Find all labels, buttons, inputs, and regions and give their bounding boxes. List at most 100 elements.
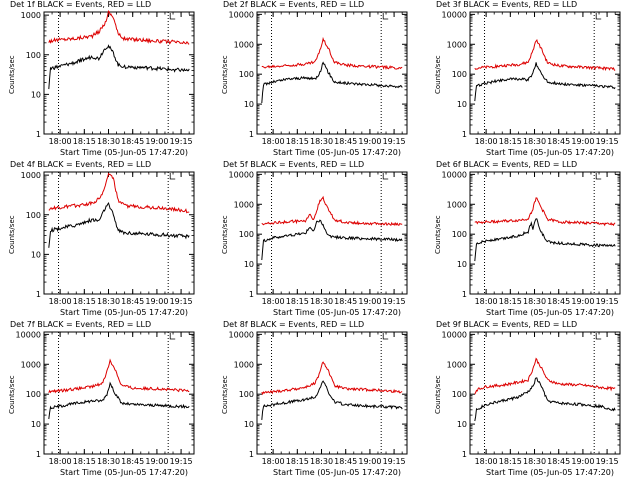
y-tick-label: 1 bbox=[36, 290, 41, 299]
plot-frame bbox=[43, 171, 195, 295]
plot-frame bbox=[469, 11, 621, 135]
x-tick-label: 18:45 bbox=[121, 457, 144, 466]
x-tick-label: 18:45 bbox=[121, 137, 144, 146]
x-tick-label: 18:45 bbox=[547, 137, 570, 146]
x-tick-label: 19:00 bbox=[145, 457, 168, 466]
x-tick-label: 19:15 bbox=[596, 457, 619, 466]
lld-series-line bbox=[261, 195, 403, 227]
y-tick-label: 10 bbox=[457, 420, 467, 429]
x-tick-label: 18:30 bbox=[523, 297, 546, 306]
y-tick-label: 10 bbox=[31, 90, 41, 99]
lld-series-line bbox=[48, 358, 190, 394]
plot-frame bbox=[43, 11, 195, 135]
x-tick-label: 18:00 bbox=[475, 297, 498, 306]
x-axis-label: Start Time (05-Jun-05 17:47:20) bbox=[486, 468, 614, 477]
corner-marker bbox=[382, 13, 389, 20]
x-tick-label: 18:15 bbox=[73, 297, 96, 306]
plot-svg: 1 10 100 1000 10000 18:00 18:15 18:30 18:45 19:00… bbox=[229, 10, 408, 146]
y-tick-label: 10000 bbox=[229, 330, 254, 339]
y-tick-label: 1 bbox=[462, 290, 467, 299]
x-axis-label: Start Time (05-Jun-05 17:47:20) bbox=[60, 308, 188, 317]
x-tick-label: 18:30 bbox=[97, 137, 120, 146]
x-tick-label: 19:15 bbox=[170, 137, 193, 146]
panel-title: Det 2f BLACK = Events, RED = LLD bbox=[223, 0, 365, 9]
panel-title: Det 9f BLACK = Events, RED = LLD bbox=[436, 320, 578, 329]
detector-panel-7: Det 7f BLACK = Events, RED = LLD Start Ti… bbox=[0, 320, 213, 480]
y-tick-label: 100 bbox=[239, 390, 254, 399]
x-tick-label: 18:00 bbox=[49, 297, 72, 306]
x-axis-label: Start Time (05-Jun-05 17:47:20) bbox=[273, 308, 401, 317]
x-tick-label: 18:30 bbox=[310, 457, 333, 466]
plot-frame bbox=[256, 331, 408, 455]
corner-marker bbox=[169, 13, 176, 20]
x-tick-label: 19:15 bbox=[596, 297, 619, 306]
x-tick-label: 19:15 bbox=[170, 457, 193, 466]
detector-panel-1: Det 1f BLACK = Events, RED = LLD Start Ti… bbox=[0, 0, 213, 160]
plot-svg: 1 10 100 1000 10000 18:00 18:15 18:30 18:45 19:00… bbox=[442, 170, 621, 306]
x-tick-label: 19:00 bbox=[571, 457, 594, 466]
x-tick-label: 18:00 bbox=[475, 457, 498, 466]
x-tick-label: 18:15 bbox=[286, 457, 309, 466]
lld-series-line bbox=[261, 36, 403, 71]
y-tick-label: 1000 bbox=[21, 360, 41, 369]
y-tick-label: 1000 bbox=[447, 200, 467, 209]
x-tick-label: 19:00 bbox=[358, 297, 381, 306]
x-tick-label: 18:30 bbox=[310, 297, 333, 306]
events-series-line bbox=[48, 44, 190, 90]
x-tick-label: 18:00 bbox=[262, 137, 285, 146]
events-series-line bbox=[474, 377, 616, 422]
x-tick-label: 18:15 bbox=[499, 137, 522, 146]
x-axis-label: Start Time (05-Jun-05 17:47:20) bbox=[273, 148, 401, 157]
lld-series-line bbox=[474, 357, 616, 395]
detector-panel-2: Det 2f BLACK = Events, RED = LLD Start Ti… bbox=[213, 0, 426, 160]
plot-svg: 1 10 100 1000 10000 18:00 18:15 18:30 18:45 19:00… bbox=[442, 330, 621, 466]
y-tick-label: 100 bbox=[239, 230, 254, 239]
y-tick-label: 1 bbox=[249, 450, 254, 459]
plot-svg: 1 10 100 1000 18:00 18:15 18:30 18:45 19:00 19:15 bbox=[21, 171, 195, 306]
detector-panel-3: Det 3f BLACK = Events, RED = LLD Start Ti… bbox=[426, 0, 639, 160]
plot-svg: 1 10 100 1000 10000 18:00 18:15 18:30 18:45 19:00… bbox=[229, 330, 408, 466]
x-tick-label: 18:45 bbox=[547, 297, 570, 306]
corner-marker bbox=[595, 333, 602, 340]
x-tick-label: 19:00 bbox=[145, 137, 168, 146]
x-tick-label: 18:00 bbox=[49, 457, 72, 466]
detector-panel-9: Det 9f BLACK = Events, RED = LLD Start Ti… bbox=[426, 320, 639, 480]
x-tick-label: 18:00 bbox=[262, 297, 285, 306]
y-tick-label: 10 bbox=[31, 420, 41, 429]
y-tick-label: 1 bbox=[462, 130, 467, 139]
plot-frame bbox=[469, 331, 621, 455]
x-tick-label: 19:15 bbox=[383, 297, 406, 306]
plot-svg: 1 10 100 1000 10000 18:00 18:15 18:30 18:45 19:00… bbox=[442, 10, 621, 146]
x-axis-label: Start Time (05-Jun-05 17:47:20) bbox=[60, 148, 188, 157]
panel-title: Det 4f BLACK = Events, RED = LLD bbox=[10, 160, 152, 169]
corner-marker bbox=[169, 333, 176, 340]
y-tick-label: 100 bbox=[26, 390, 41, 399]
panel-title: Det 8f BLACK = Events, RED = LLD bbox=[223, 320, 365, 329]
y-tick-label: 1000 bbox=[234, 200, 254, 209]
y-tick-label: 1 bbox=[36, 450, 41, 459]
x-axis-label: Start Time (05-Jun-05 17:47:20) bbox=[486, 148, 614, 157]
x-tick-label: 19:15 bbox=[383, 457, 406, 466]
panel-title: Det 3f BLACK = Events, RED = LLD bbox=[436, 0, 578, 9]
panel-title: Det 1f BLACK = Events, RED = LLD bbox=[10, 0, 152, 9]
x-tick-label: 18:30 bbox=[97, 297, 120, 306]
y-tick-label: 1000 bbox=[21, 11, 41, 20]
y-tick-label: 10 bbox=[457, 260, 467, 269]
x-tick-label: 18:45 bbox=[334, 297, 357, 306]
x-tick-label: 18:30 bbox=[523, 137, 546, 146]
x-tick-label: 18:00 bbox=[262, 457, 285, 466]
x-tick-label: 19:15 bbox=[596, 137, 619, 146]
y-tick-label: 100 bbox=[452, 230, 467, 239]
y-tick-label: 10 bbox=[244, 260, 254, 269]
corner-marker bbox=[382, 173, 389, 180]
x-tick-label: 18:30 bbox=[523, 457, 546, 466]
x-tick-label: 18:15 bbox=[73, 137, 96, 146]
corner-marker bbox=[595, 13, 602, 20]
x-tick-label: 19:15 bbox=[383, 137, 406, 146]
x-tick-label: 18:15 bbox=[499, 457, 522, 466]
lld-series-line bbox=[474, 39, 616, 72]
x-tick-label: 18:00 bbox=[49, 137, 72, 146]
y-tick-label: 1000 bbox=[21, 171, 41, 180]
events-series-line bbox=[261, 61, 403, 104]
